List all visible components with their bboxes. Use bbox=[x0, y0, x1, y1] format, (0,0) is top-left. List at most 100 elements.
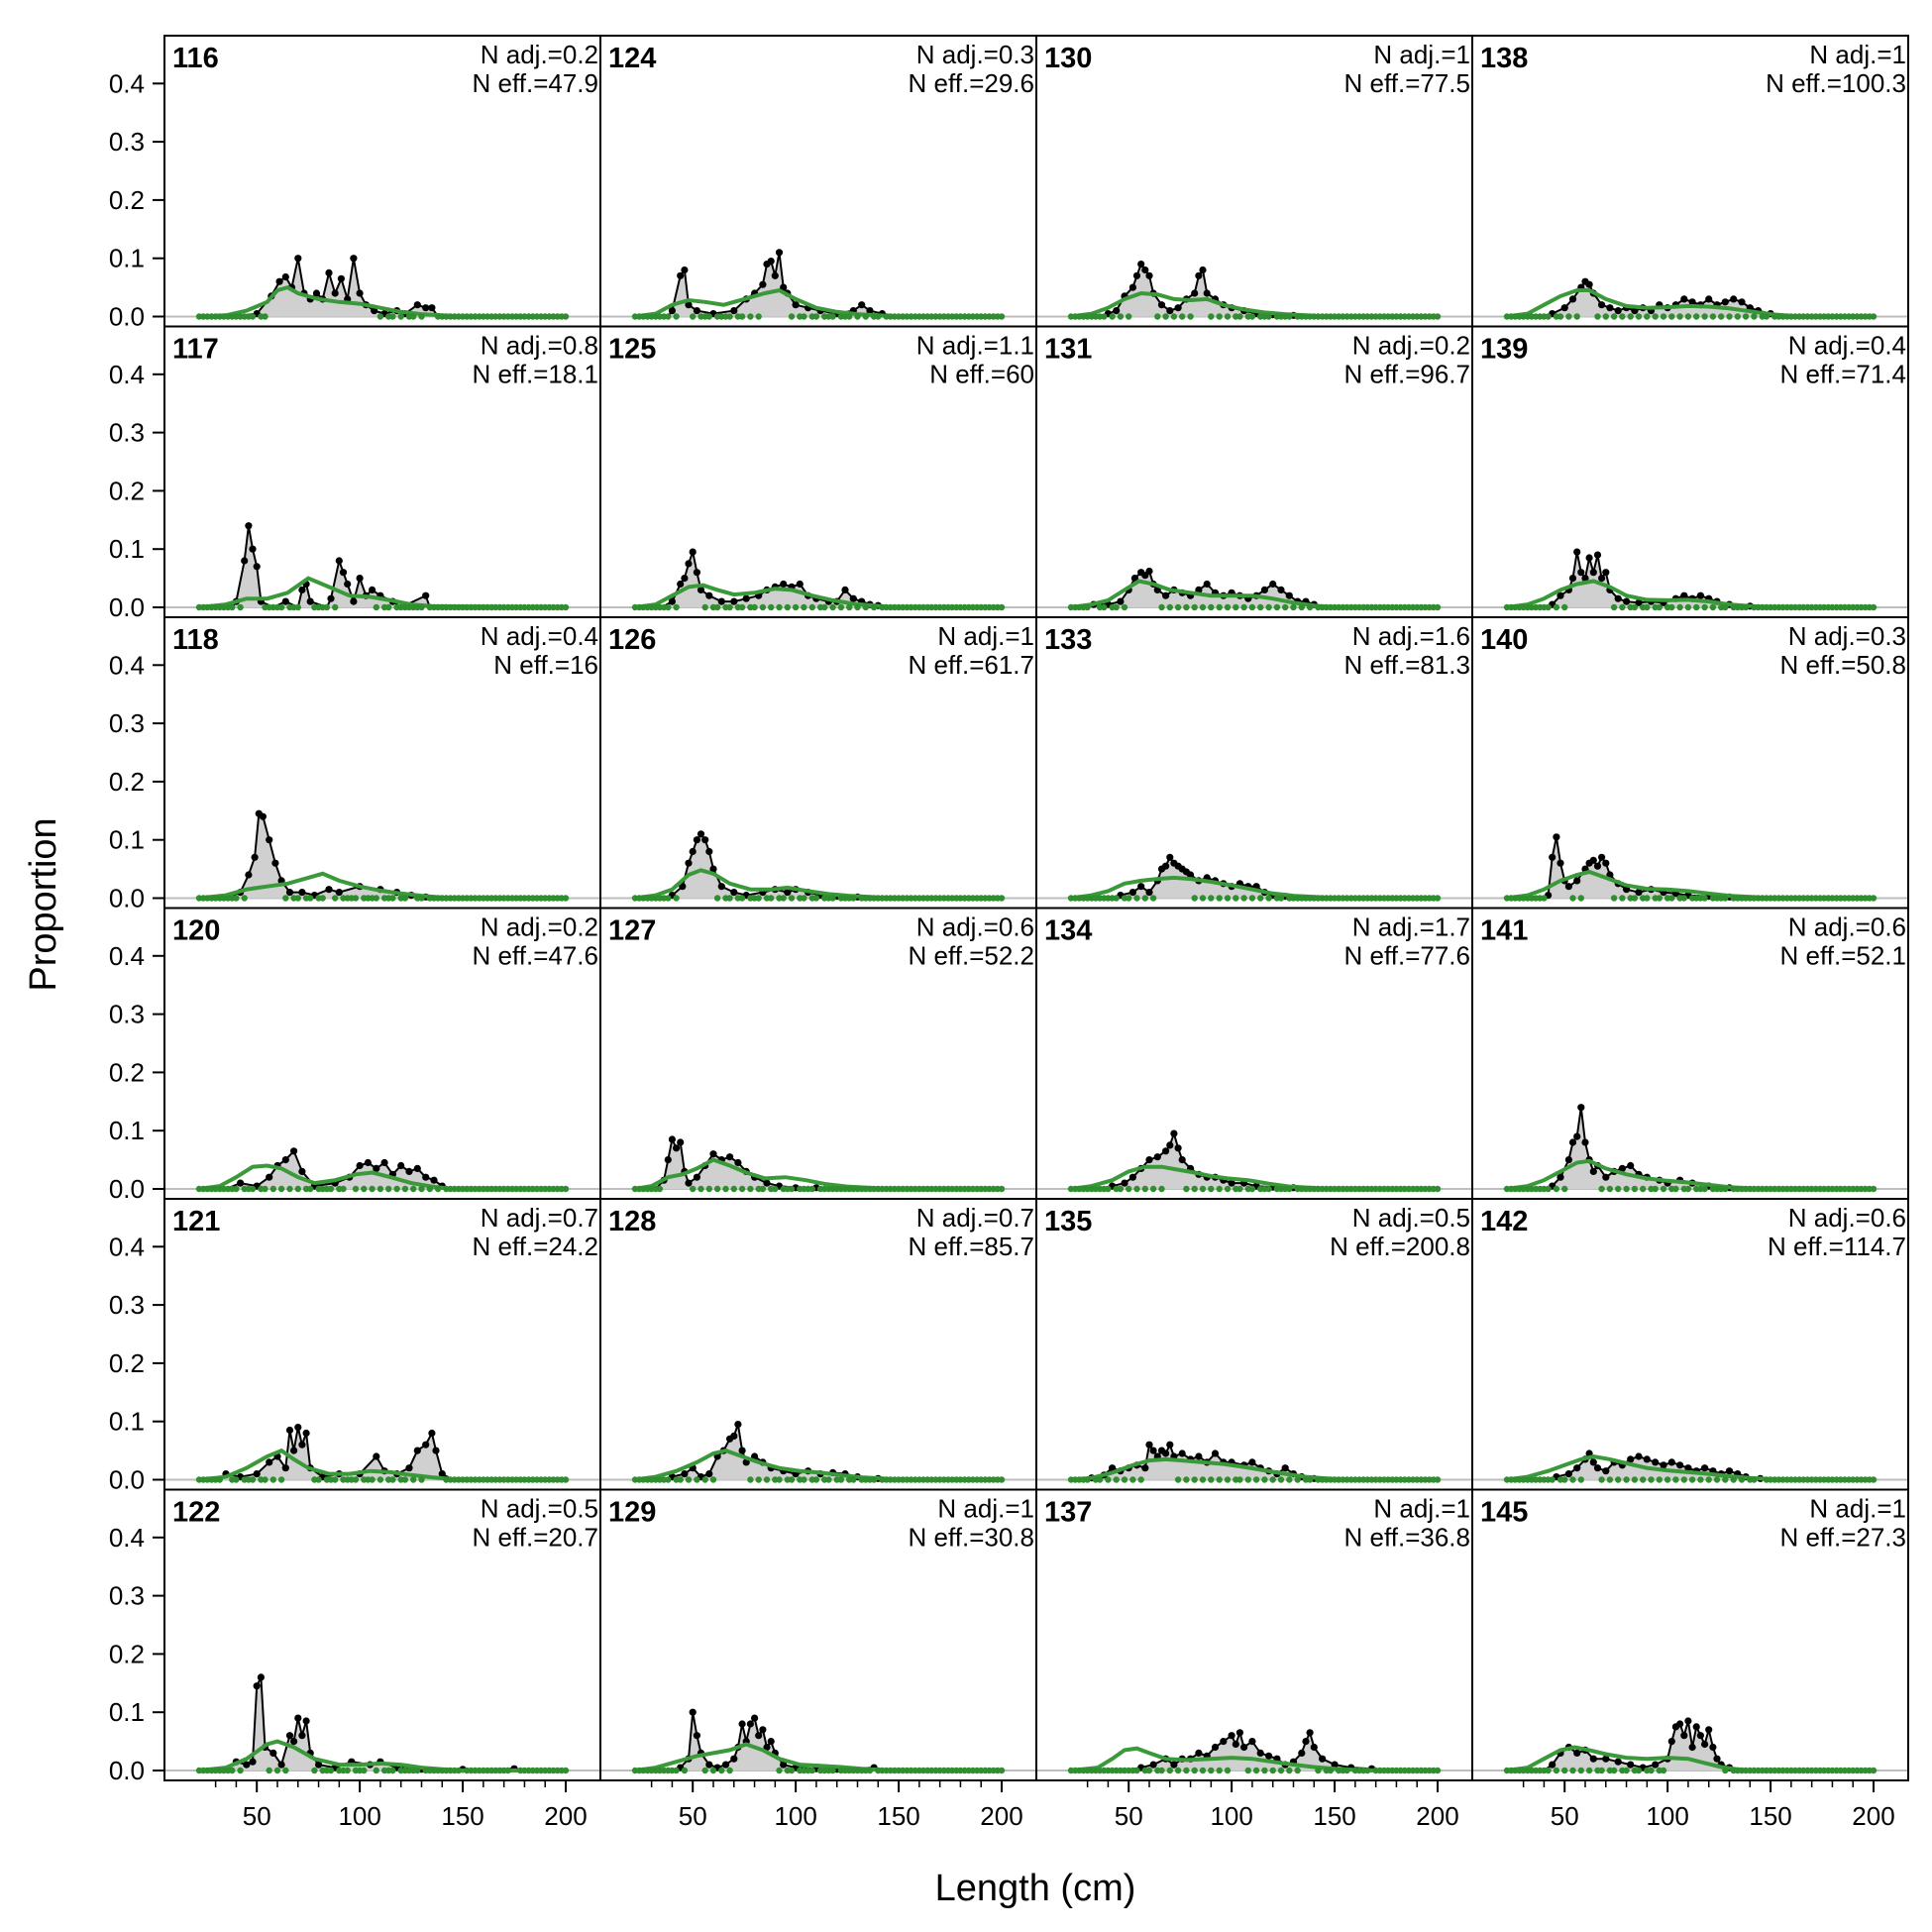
observed-point bbox=[1589, 1167, 1597, 1175]
n-adj-label: N adj.=1 bbox=[937, 1494, 1034, 1524]
observed-point bbox=[281, 1464, 289, 1472]
expected-zero-point bbox=[1660, 1767, 1667, 1774]
observed-point bbox=[717, 883, 725, 891]
observed-point bbox=[290, 1147, 298, 1155]
expected-zero-point bbox=[1216, 313, 1223, 320]
expected-zero-point bbox=[352, 1476, 360, 1483]
observed-point bbox=[1627, 1161, 1635, 1170]
expected-zero-point bbox=[373, 895, 379, 902]
expected-zero-point bbox=[1216, 1767, 1223, 1774]
x-tick-label: 150 bbox=[877, 1801, 919, 1831]
expected-zero-point bbox=[1224, 1185, 1232, 1193]
observed-area bbox=[635, 1424, 1002, 1480]
observed-point bbox=[243, 1761, 251, 1769]
expected-zero-point bbox=[410, 1185, 417, 1193]
observed-point bbox=[681, 1470, 689, 1478]
expected-zero-point bbox=[862, 603, 869, 611]
expected-zero-point bbox=[801, 895, 807, 902]
expected-zero-point bbox=[1672, 1476, 1679, 1483]
expected-zero-point bbox=[1652, 313, 1659, 320]
expected-zero-point bbox=[854, 603, 861, 611]
expected-zero-point bbox=[286, 1185, 293, 1193]
expected-line bbox=[1070, 579, 1438, 609]
expected-zero-point bbox=[1615, 1476, 1622, 1483]
expected-zero-point bbox=[376, 1185, 384, 1193]
x-tick-label: 100 bbox=[774, 1801, 816, 1831]
expected-zero-point bbox=[681, 1767, 689, 1774]
expected-zero-point bbox=[562, 1767, 570, 1774]
panel-year-label: 135 bbox=[1044, 1206, 1092, 1237]
expected-zero-point bbox=[1191, 1476, 1198, 1483]
observed-point bbox=[717, 597, 725, 605]
expected-zero-point bbox=[998, 313, 1006, 320]
observed-point bbox=[1549, 1761, 1556, 1769]
expected-zero-point bbox=[1870, 1185, 1878, 1193]
expected-zero-point bbox=[1105, 1185, 1112, 1193]
expected-zero-point bbox=[1187, 313, 1194, 320]
observed-point bbox=[1598, 301, 1606, 309]
observed-point bbox=[681, 575, 689, 583]
expected-zero-point bbox=[1179, 313, 1186, 320]
panel-126: 126 N adj.=1N eff.=61.7 bbox=[599, 616, 1037, 910]
y-tick-label: 0.1 bbox=[109, 1407, 145, 1437]
observed-point bbox=[249, 545, 257, 553]
expected-zero-point bbox=[1742, 313, 1750, 320]
x-axis: 50 100 150 200 50 100 150 200 50 100 150 200 50 100 15… bbox=[214, 1780, 1895, 1831]
n-eff-label: N eff.=60 bbox=[929, 360, 1034, 389]
expected-zero-point bbox=[1726, 313, 1733, 320]
expected-zero-point bbox=[1693, 603, 1700, 611]
n-eff-label: N eff.=77.5 bbox=[1344, 68, 1470, 98]
observed-point bbox=[266, 1458, 273, 1466]
observed-point bbox=[1573, 877, 1581, 885]
expected-zero-point bbox=[1224, 1476, 1232, 1483]
observed-point bbox=[1705, 1726, 1713, 1734]
observed-point bbox=[1589, 1458, 1597, 1466]
n-eff-label: N eff.=96.7 bbox=[1344, 360, 1470, 389]
expected-zero-point bbox=[233, 1476, 240, 1483]
expected-zero-point bbox=[1294, 1476, 1301, 1483]
observed-point bbox=[315, 1761, 323, 1769]
x-tick-label: 50 bbox=[1551, 1801, 1579, 1831]
y-tick-label: 0.0 bbox=[109, 884, 145, 913]
observed-point bbox=[1652, 1458, 1660, 1466]
n-adj-label: N adj.=0.4 bbox=[1788, 331, 1906, 361]
observed-point bbox=[1598, 853, 1606, 861]
expected-zero-point bbox=[262, 1476, 268, 1483]
panel-year-label: 129 bbox=[608, 1497, 656, 1529]
expected-zero-point bbox=[241, 895, 248, 902]
observed-point bbox=[1331, 1761, 1339, 1769]
observed-point bbox=[1265, 1752, 1273, 1760]
expected-zero-point bbox=[1158, 1185, 1165, 1193]
expected-zero-point bbox=[1133, 1767, 1140, 1774]
expected-zero-point bbox=[1149, 895, 1157, 902]
observed-point bbox=[697, 830, 705, 838]
expected-zero-point bbox=[332, 603, 339, 611]
expected-zero-point bbox=[1306, 603, 1314, 611]
expected-zero-point bbox=[673, 313, 680, 320]
expected-zero-point bbox=[801, 1476, 807, 1483]
observed-point bbox=[780, 580, 788, 589]
expected-zero-point bbox=[821, 603, 828, 611]
y-tick-label: 0.2 bbox=[109, 185, 145, 215]
observed-point bbox=[1680, 591, 1688, 599]
expected-zero-point bbox=[229, 603, 236, 611]
expected-zero-point bbox=[1664, 1476, 1671, 1483]
expected-zero-point bbox=[1113, 603, 1120, 611]
observed-point bbox=[1577, 569, 1585, 577]
expected-zero-point bbox=[1265, 1185, 1272, 1193]
observed-point bbox=[693, 569, 701, 577]
expected-zero-point bbox=[776, 603, 783, 611]
expected-zero-point bbox=[998, 1767, 1006, 1774]
expected-zero-point bbox=[1598, 1767, 1605, 1774]
expected-zero-point bbox=[1545, 1185, 1552, 1193]
n-eff-label: N eff.=114.7 bbox=[1768, 1232, 1906, 1261]
y-tick-label: 0.4 bbox=[109, 650, 145, 680]
expected-zero-point bbox=[1569, 1767, 1576, 1774]
expected-zero-point bbox=[808, 1185, 815, 1193]
observed-point bbox=[763, 1743, 771, 1752]
observed-point bbox=[397, 1161, 405, 1170]
expected-zero-point bbox=[1545, 313, 1552, 320]
observed-point bbox=[1260, 586, 1268, 594]
expected-zero-point bbox=[1627, 313, 1634, 320]
observed-point bbox=[302, 1717, 310, 1725]
